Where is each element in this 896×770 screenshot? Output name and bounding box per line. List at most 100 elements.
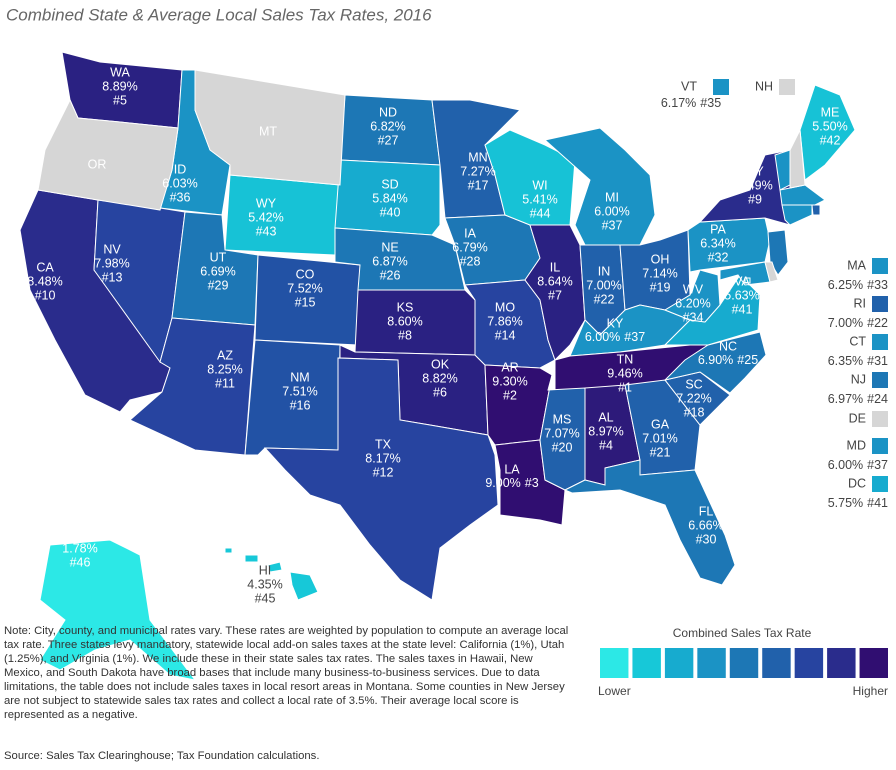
state-abbr: AZ	[217, 348, 233, 362]
state-rate-rank: 6.00% #37	[585, 330, 645, 344]
legend-swatch	[664, 648, 694, 678]
state-rate: 7.07%	[544, 426, 579, 440]
source: Source: Sales Tax Clearinghouse; Tax Fou…	[4, 750, 320, 762]
state-rank: #46	[70, 555, 91, 569]
state-abbr: FL	[699, 504, 714, 518]
state-rate: 7.14%	[642, 266, 677, 280]
state-abbr: WY	[256, 196, 277, 210]
state-rate: 7.22%	[676, 391, 711, 405]
state-rate: 5.50%	[812, 119, 847, 133]
state-abbr: TN	[617, 352, 634, 366]
state-rank: #8	[398, 328, 412, 342]
state-rank: #22	[594, 292, 615, 306]
state-rank: #44	[530, 206, 551, 220]
state-shape	[263, 357, 499, 601]
state-shape	[334, 159, 441, 236]
state-abbr: SC	[685, 377, 702, 391]
state-rate: 6.34%	[700, 236, 735, 250]
state-abbr: MN	[468, 150, 487, 164]
state-rate-rank: 6.35% #31	[828, 354, 888, 368]
state-rate: 5.84%	[372, 191, 407, 205]
state-abbr: GA	[651, 417, 670, 431]
state-rate: 7.27%	[460, 164, 495, 178]
state-rank: #21	[650, 445, 671, 459]
state-abbr: CO	[296, 267, 315, 281]
state-rank: #17	[468, 178, 489, 192]
state-rank: #37	[624, 330, 645, 344]
state-shape	[663, 269, 721, 323]
state-abbr: NE	[381, 240, 398, 254]
state-shape	[39, 539, 197, 681]
state-rate: 6.87%	[372, 254, 407, 268]
state-abbr: CA	[36, 260, 54, 274]
state-rank: #37	[602, 218, 623, 232]
state-shape	[789, 128, 806, 189]
state-rank: #28	[460, 254, 481, 268]
state-rate: 7.51%	[282, 384, 317, 398]
state-abbr: MI	[605, 190, 619, 204]
state-rate-rank: 5.75% #41	[828, 496, 888, 510]
state-shape	[37, 98, 179, 211]
state-rate: 6.00%	[594, 204, 629, 218]
state-rate: 6.97%	[828, 392, 863, 406]
state-rank: #36	[170, 190, 191, 204]
state-rank: #10	[35, 288, 56, 302]
state-rate: 6.82%	[370, 119, 405, 133]
state-rank: #4	[599, 438, 613, 452]
state-rank: #30	[696, 532, 717, 546]
state-abbr: AR	[501, 360, 518, 374]
state-rank: #18	[684, 405, 705, 419]
state-abbr: DE	[849, 411, 866, 425]
state-abbr: OK	[431, 357, 450, 371]
state-rank: #2	[503, 388, 517, 402]
state-shape	[744, 277, 751, 284]
state-rate: 8.17%	[365, 451, 400, 465]
state-rate-rank: 7.00% #22	[828, 316, 888, 330]
state-shape	[224, 547, 319, 601]
legend-high: Higher	[853, 684, 888, 698]
state-abbr: ND	[379, 105, 397, 119]
state-rank: #40	[380, 205, 401, 219]
state-rate: 7.00%	[828, 316, 863, 330]
state-rank: #34	[683, 310, 704, 324]
state-abbr: UT	[210, 250, 227, 264]
state-abbr: TX	[375, 437, 392, 451]
state-rate: 8.48%	[27, 274, 62, 288]
state-shape	[194, 69, 346, 186]
callout-swatch	[872, 334, 888, 350]
state-rate-rank: 6.90% #25	[698, 353, 758, 367]
state-abbr: OR	[88, 157, 107, 171]
state-rank: #43	[256, 224, 277, 238]
state-rate: 6.25%	[828, 278, 863, 292]
state-abbr: VT	[681, 79, 697, 93]
state-rate-rank: 9.00% #3	[485, 476, 538, 490]
state-abbr: DC	[848, 476, 866, 490]
state-abbr: MS	[553, 412, 572, 426]
legend-swatch	[827, 648, 856, 678]
state-rank: #29	[208, 278, 229, 292]
state-rank: #19	[650, 280, 671, 294]
state-rank: #33	[867, 278, 888, 292]
state-rank: #14	[495, 328, 516, 342]
state-abbr: ME	[821, 105, 840, 119]
state-abbr: LA	[504, 462, 520, 476]
state-rate: 6.03%	[162, 176, 197, 190]
state-rate: 6.00%	[828, 458, 863, 472]
state-rate-rank: 6.00% #37	[828, 458, 888, 472]
state-rank: #9	[748, 192, 762, 206]
state-rate-rank: 6.17% #35	[661, 96, 721, 110]
state-abbr: MT	[259, 124, 277, 138]
legend-swatch	[859, 648, 888, 678]
state-rate: 6.66%	[688, 518, 723, 532]
state-rate: 7.00%	[586, 278, 621, 292]
state-rank: #3	[525, 476, 539, 490]
state-rate: 7.01%	[642, 431, 677, 445]
state-rate: 8.25%	[207, 362, 242, 376]
state-rate: 8.89%	[102, 79, 137, 93]
state-abbr: HI	[259, 563, 272, 577]
callout-swatch	[872, 372, 888, 388]
state-rate: 8.60%	[387, 314, 422, 328]
state-rank: #24	[867, 392, 888, 406]
state-rank: #42	[820, 133, 841, 147]
